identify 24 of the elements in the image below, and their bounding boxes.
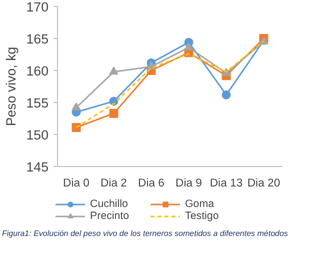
x-tick-label: Dia 20 [247, 178, 280, 190]
x-tick-label: Dia 9 [176, 178, 202, 190]
point [109, 66, 118, 75]
point [109, 108, 118, 118]
legend-label: Cuchillo [90, 198, 129, 210]
x-tick-label: Dia 2 [100, 178, 127, 190]
point [146, 62, 156, 70]
x-tick-label: Dia 13 [210, 178, 243, 190]
y-tick-label: 170 [26, 0, 49, 14]
text: Figura1: Evolución del peso vivo de los terneros sometidos a diferentes métodos [2, 228, 288, 240]
y-tick-label: 165 [26, 32, 49, 46]
y-tick-label: 150 [26, 128, 49, 142]
point [72, 102, 81, 110]
y-tick-label: 160 [26, 64, 49, 78]
point [222, 90, 231, 100]
y-axis-title: Peso vivo, kg [3, 46, 18, 126]
legend-label: Testigo [185, 210, 220, 222]
y-tick-label: 155 [26, 96, 49, 110]
legend-label: Goma [185, 198, 216, 210]
x-tick-label: Dia 6 [138, 178, 164, 190]
legend-label: Precinto [90, 210, 130, 222]
point [184, 42, 194, 50]
y-tick-label: 145 [26, 160, 49, 174]
x-tick-label: Dia 0 [63, 178, 90, 190]
